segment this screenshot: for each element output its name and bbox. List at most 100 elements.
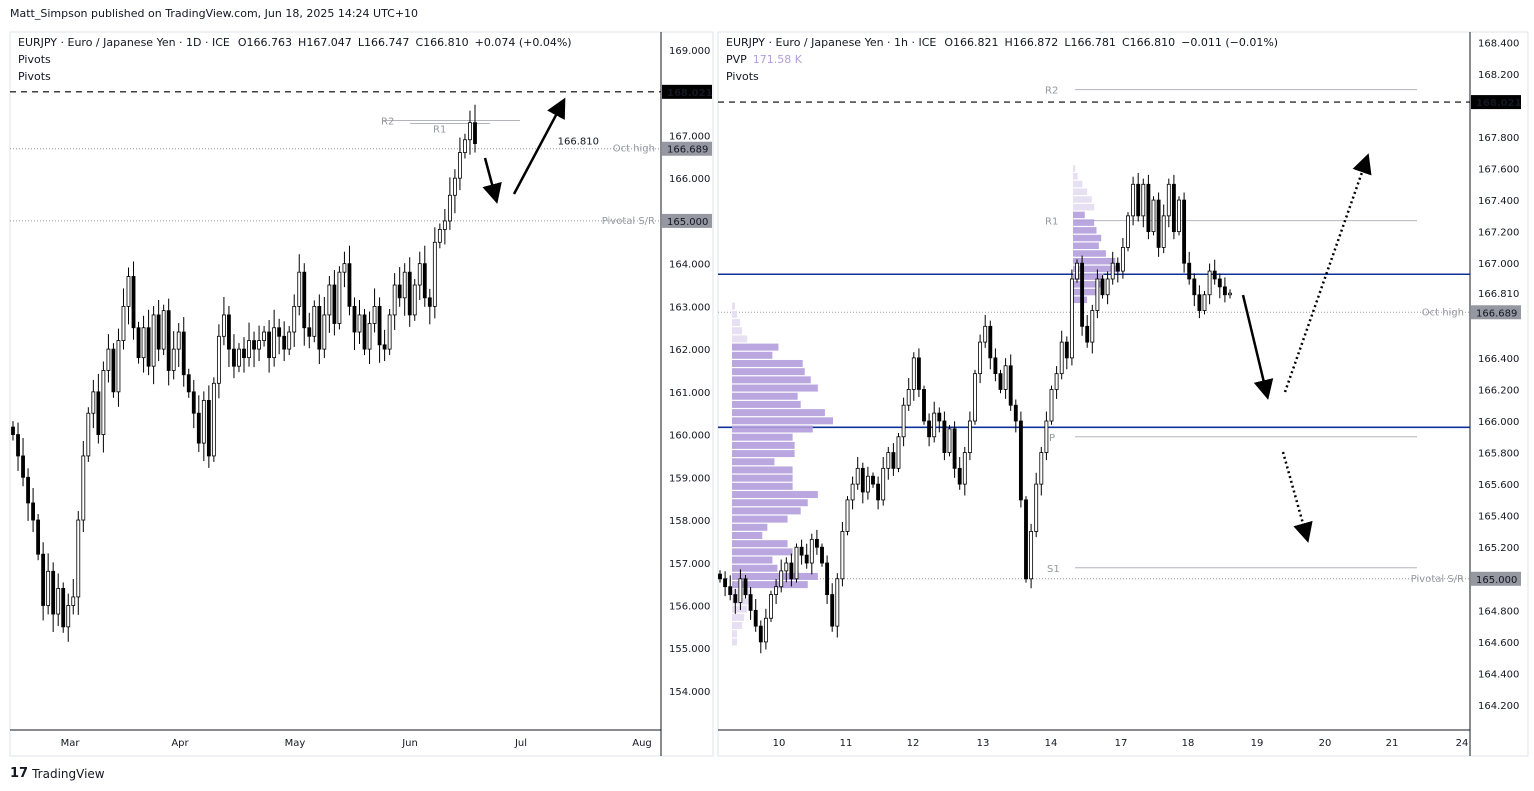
candle-body [830,594,835,627]
time-tick-label: 19 [1251,738,1264,749]
candle [211,377,216,462]
candle-body [1156,199,1161,248]
volume-profile-bar [732,499,808,507]
candle-body [886,452,891,469]
tradingview-logo[interactable]: 𝟭𝟳 TradingView [10,766,105,781]
candle [753,598,758,632]
candle-body [196,412,201,444]
candle-body [26,476,30,504]
candle [91,379,96,429]
candle-body [31,502,35,521]
volume-profile-bar [732,368,805,376]
down-arrow-drawing[interactable] [1241,294,1274,400]
price-tick-label: 164.200 [1478,701,1519,712]
candle-body [1141,183,1146,217]
candle [1029,523,1034,589]
volume-profile-bar [1073,188,1088,196]
candle [983,314,988,348]
candle-body [1151,199,1156,233]
volume-profile-bar [732,523,768,531]
up-arrow-drawing[interactable] [512,97,566,195]
candle-body [427,297,432,307]
candle [896,432,901,473]
candle [723,571,728,597]
candle [1126,212,1130,252]
candle-body [957,467,962,485]
candle-body [392,284,397,316]
candle [166,298,171,386]
candle-body [442,220,447,230]
candle-body [1207,270,1212,296]
price-tick-label: 162.000 [669,345,710,356]
time-tick-label: 11 [840,738,853,749]
candle [71,578,76,615]
candle-body [166,310,171,371]
volume-profile-bar [1073,196,1092,203]
candle [417,251,422,300]
candle [427,288,432,325]
candle-body [247,340,251,359]
volume-profile-bar [732,327,743,335]
price-tick-label: 157.000 [669,559,710,570]
candle-body [232,348,236,367]
candle [176,323,181,368]
candle-body [357,314,362,333]
candle [458,137,462,191]
candle [36,514,41,561]
candle-body [748,594,753,611]
candle [51,562,56,632]
candle-body [937,412,942,422]
daily-chart[interactable]: 169.000 167.000 166.000 164.000 163.000 162.0… [10,46,713,749]
right-pane-frame [717,31,1529,757]
candle-body [362,314,367,350]
candle [222,296,226,346]
candle [825,555,830,605]
level-price-box [1471,571,1521,586]
candle-body [292,305,297,333]
candle [779,559,784,593]
candle-body [1197,294,1202,311]
level-price-label: 165.000 [1476,575,1517,586]
candle [156,299,161,362]
volume-profile-bar [732,491,818,499]
candle-body [131,276,136,329]
candle-body [51,570,56,615]
volume-profile-bar [1073,165,1076,172]
candle-body [1136,183,1141,217]
candle [1151,196,1156,236]
candle [101,361,106,453]
candle-body [723,578,728,588]
dotted-up-arrow-drawing[interactable] [1283,153,1372,393]
candle-body [222,314,226,337]
candle-body [191,391,196,414]
candle [1207,263,1212,305]
candle [282,321,287,362]
candle [840,521,845,587]
candle-body [447,194,452,222]
candle-body [891,452,896,469]
indicator-pivots[interactable]: Pivots [726,70,759,83]
candle-body [36,519,41,555]
candle [1064,336,1069,370]
indicator-pivots-2[interactable]: Pivots [18,70,51,83]
candle [947,425,952,457]
hourly-chart[interactable]: 168.400 168.200 167.800 167.600 167.400 167.2… [718,38,1522,749]
candle [1039,446,1044,496]
candle-body [1228,292,1232,296]
candle-body [1115,262,1120,272]
candle-body [1182,199,1187,264]
candle [463,133,467,159]
price-tick-label: 164.800 [1478,606,1519,617]
dotted-down-arrow-drawing[interactable] [1281,451,1313,543]
candle [1182,192,1187,273]
down-arrow-drawing[interactable] [482,157,502,204]
candle [830,583,835,632]
candle-body [850,483,855,501]
indicator-pvp[interactable]: PVP 171.58 K [726,53,803,66]
candle [1090,304,1095,354]
candle-body [181,331,186,376]
indicator-pivots-1[interactable]: Pivots [18,53,51,66]
price-tick-label: 167.600 [1478,165,1519,176]
time-tick-label: 17 [1115,738,1128,749]
